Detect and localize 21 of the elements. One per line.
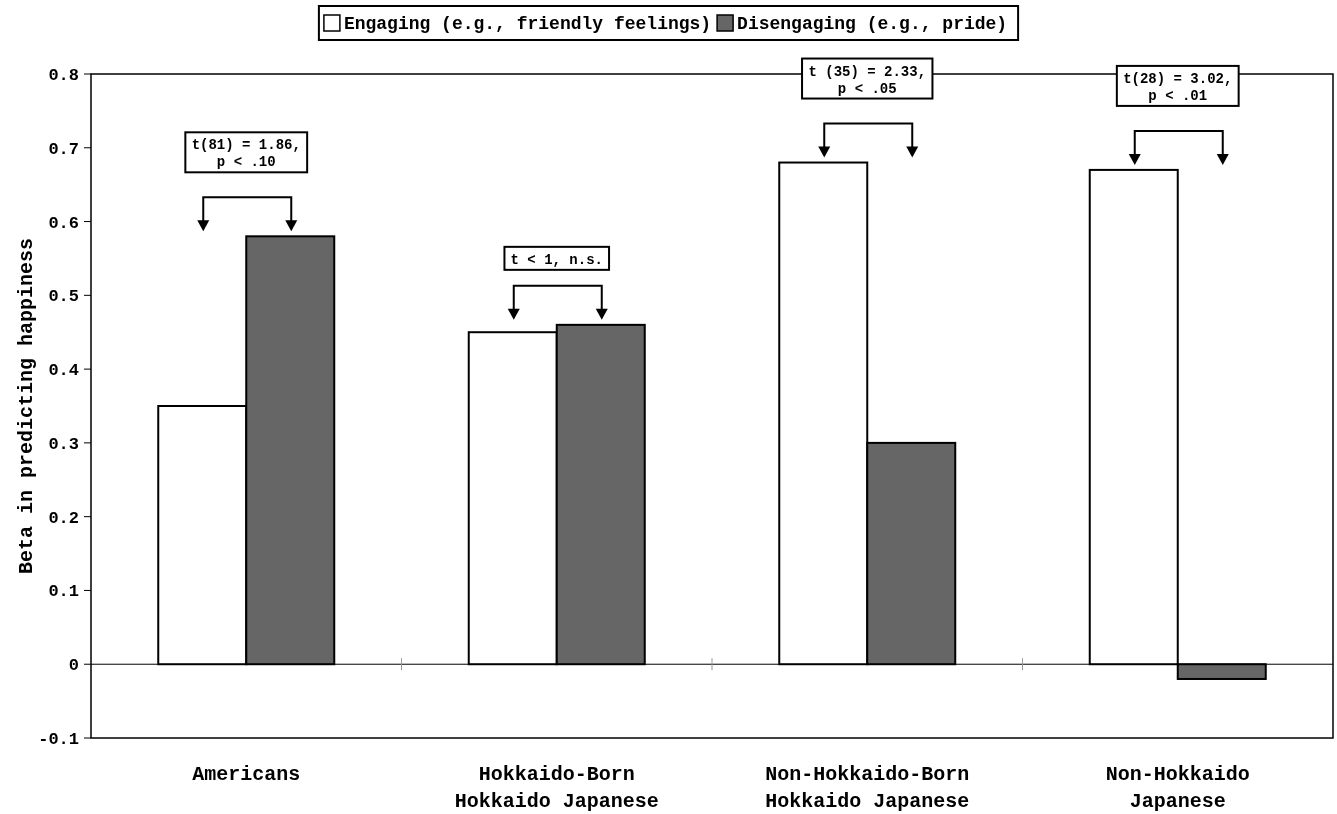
legend-label: Disengaging (e.g., pride) (737, 14, 1008, 34)
y-tick-label: 0.2 (48, 508, 79, 528)
x-tick-label: Hokkaido-Born Hokkaido Japanese (454, 763, 659, 813)
y-tick-label: 0.1 (48, 582, 79, 602)
x-tick-label: Non-Hokkaido-Born Hokkaido Japanese (765, 763, 970, 813)
y-tick-label: 0.5 (48, 287, 79, 307)
annotation: t < 1, n.s. (510, 251, 603, 268)
y-tick-label: 0 (68, 656, 79, 676)
y-tick-label: 0.6 (48, 213, 79, 233)
y-tick-label: 0.3 (48, 434, 79, 454)
y-tick-label: -0.1 (38, 730, 79, 749)
annotation: t(28) = 3.02, p < .01 (1123, 70, 1233, 104)
x-tick-label: Non-Hokkaido Japanese (1105, 763, 1250, 813)
y-axis-title: Beta in predicting happiness (15, 237, 38, 575)
annotation: t(81) = 1.86, p < .10 (191, 137, 301, 171)
y-tick-label: 0.4 (48, 361, 79, 381)
legend-label: Engaging (e.g., friendly feelings) (343, 14, 712, 34)
y-tick-label: 0.8 (48, 66, 79, 85)
x-tick-label: Americans (192, 763, 301, 786)
annotation: t (35) = 2.33, p < .05 (808, 63, 927, 97)
y-tick-label: 0.7 (48, 139, 79, 159)
